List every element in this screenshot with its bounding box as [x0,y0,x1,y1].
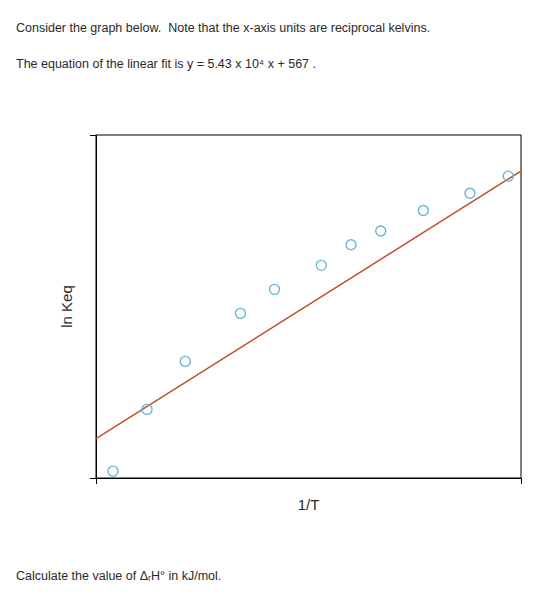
annotation: Calculate the value of ΔᵣH° in kJ/mol. [16,569,221,583]
point [236,308,246,318]
title: Consider the graph below. Note that the … [16,21,430,35]
point [270,284,280,294]
point [465,188,475,198]
x-axis-label: 1/T [298,496,320,513]
point [376,226,386,236]
plot: 1/T ln Keq [58,135,522,513]
fit-line [96,171,521,439]
x-axis [97,479,522,485]
subtitle: The equation of the linear fit is y = 5.… [16,57,316,71]
axis-line [97,479,522,485]
plot-frame [96,135,521,478]
point [316,260,326,270]
chart: Consider the graph below. Note that the … [0,0,551,608]
marks [96,171,521,476]
point [108,466,118,476]
point [180,356,190,366]
point [418,205,428,215]
point [503,171,513,181]
point [346,240,356,250]
y-axis-label: ln Keq [58,285,75,328]
point [142,404,152,414]
